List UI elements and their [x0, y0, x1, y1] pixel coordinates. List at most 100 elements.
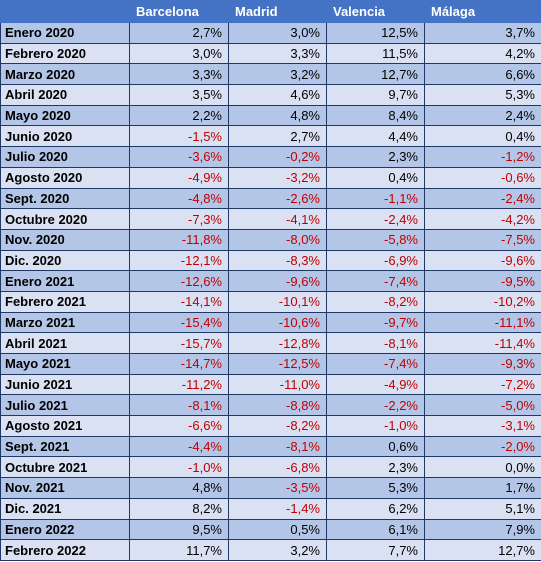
- cell-malaga: 0,0%: [424, 456, 541, 479]
- cell-valencia: -2,4%: [326, 208, 425, 230]
- cell-madrid: 3,2%: [228, 539, 327, 561]
- cell-barcelona: 3,5%: [129, 84, 229, 106]
- cell-valencia: -8,2%: [326, 290, 425, 313]
- cell-barcelona: -4,8%: [129, 187, 229, 210]
- cell-malaga: -7,5%: [424, 228, 541, 251]
- cell-madrid: -8,3%: [228, 249, 327, 272]
- cell-valencia: 2,3%: [326, 456, 425, 479]
- cell-malaga: 2,4%: [424, 104, 541, 127]
- cell-malaga: -11,4%: [424, 332, 541, 354]
- row-label: Nov. 2020: [0, 228, 130, 251]
- row-label: Nov. 2021: [0, 477, 130, 499]
- cell-madrid: -3,5%: [228, 477, 327, 499]
- row-label: Abril 2020: [0, 84, 130, 106]
- cell-malaga: -11,1%: [424, 311, 541, 334]
- cell-madrid: 2,7%: [228, 125, 327, 148]
- cell-barcelona: -4,4%: [129, 435, 229, 458]
- cell-madrid: -0,2%: [228, 146, 327, 168]
- cell-valencia: -2,2%: [326, 394, 425, 417]
- cell-malaga: -3,1%: [424, 415, 541, 437]
- cell-valencia: 6,2%: [326, 497, 425, 520]
- table-row: Marzo 2021 -15,4% -10,6% -9,7% -11,1%: [0, 311, 541, 334]
- row-label: Marzo 2020: [0, 63, 130, 86]
- cell-valencia: 12,7%: [326, 63, 425, 86]
- row-label: Febrero 2021: [0, 290, 130, 313]
- cell-barcelona: -11,2%: [129, 373, 229, 396]
- row-label: Agosto 2020: [0, 166, 130, 189]
- cell-malaga: -9,5%: [424, 270, 541, 292]
- row-label: Agosto 2021: [0, 415, 130, 437]
- cell-madrid: 3,0%: [228, 22, 327, 44]
- table-row: Febrero 2021 -14,1% -10,1% -8,2% -10,2%: [0, 290, 541, 313]
- table-row: Febrero 2020 3,0% 3,3% 11,5% 4,2%: [0, 42, 541, 65]
- cell-barcelona: -7,3%: [129, 208, 229, 230]
- row-label: Febrero 2022: [0, 539, 130, 561]
- cell-madrid: 3,2%: [228, 63, 327, 86]
- cell-barcelona: -6,6%: [129, 415, 229, 437]
- row-label: Enero 2020: [0, 22, 130, 44]
- cell-malaga: -2,0%: [424, 435, 541, 458]
- cell-malaga: 5,1%: [424, 497, 541, 520]
- cell-valencia: -4,9%: [326, 373, 425, 396]
- table-body: Enero 2020 2,7% 3,0% 12,5% 3,7% Febrero 2020 3…: [0, 22, 541, 561]
- table-row: Abril 2021 -15,7% -12,8% -8,1% -11,4%: [0, 332, 541, 354]
- cell-valencia: 9,7%: [326, 84, 425, 106]
- row-label: Mayo 2020: [0, 104, 130, 127]
- row-label: Abril 2021: [0, 332, 130, 354]
- cell-valencia: 0,6%: [326, 435, 425, 458]
- cell-barcelona: -14,7%: [129, 353, 229, 375]
- cell-madrid: 4,8%: [228, 104, 327, 127]
- cell-barcelona: -14,1%: [129, 290, 229, 313]
- row-label: Julio 2021: [0, 394, 130, 417]
- cell-malaga: 6,6%: [424, 63, 541, 86]
- header-row: Barcelona Madrid Valencia Málaga: [0, 0, 541, 23]
- cell-madrid: -10,6%: [228, 311, 327, 334]
- cell-madrid: -8,8%: [228, 394, 327, 417]
- table-row: Enero 2021 -12,6% -9,6% -7,4% -9,5%: [0, 270, 541, 292]
- table-row: Sept. 2021 -4,4% -8,1% 0,6% -2,0%: [0, 435, 541, 458]
- row-label: Febrero 2020: [0, 42, 130, 65]
- cell-madrid: 3,3%: [228, 42, 327, 65]
- column-header-valencia: Valencia: [326, 0, 425, 23]
- cell-barcelona: 11,7%: [129, 539, 229, 561]
- cell-madrid: -8,0%: [228, 228, 327, 251]
- table-row: Junio 2021 -11,2% -11,0% -4,9% -7,2%: [0, 373, 541, 396]
- cell-valencia: -6,9%: [326, 249, 425, 272]
- table-row: Julio 2021 -8,1% -8,8% -2,2% -5,0%: [0, 394, 541, 417]
- cell-malaga: 4,2%: [424, 42, 541, 65]
- cell-madrid: -11,0%: [228, 373, 327, 396]
- cell-malaga: -0,6%: [424, 166, 541, 189]
- table-row: Nov. 2021 4,8% -3,5% 5,3% 1,7%: [0, 477, 541, 499]
- cell-madrid: 0,5%: [228, 518, 327, 541]
- cell-valencia: 2,3%: [326, 146, 425, 168]
- cell-madrid: -10,1%: [228, 290, 327, 313]
- cell-barcelona: 2,2%: [129, 104, 229, 127]
- cell-malaga: 0,4%: [424, 125, 541, 148]
- table-row: Junio 2020 -1,5% 2,7% 4,4% 0,4%: [0, 125, 541, 148]
- table-row: Agosto 2020 -4,9% -3,2% 0,4% -0,6%: [0, 166, 541, 189]
- table-row: Agosto 2021 -6,6% -8,2% -1,0% -3,1%: [0, 415, 541, 437]
- cell-malaga: -10,2%: [424, 290, 541, 313]
- cell-malaga: 5,3%: [424, 84, 541, 106]
- table-row: Mayo 2020 2,2% 4,8% 8,4% 2,4%: [0, 104, 541, 127]
- table-row: Nov. 2020 -11,8% -8,0% -5,8% -7,5%: [0, 228, 541, 251]
- cell-barcelona: -8,1%: [129, 394, 229, 417]
- table-row: Dic. 2021 8,2% -1,4% 6,2% 5,1%: [0, 497, 541, 520]
- cell-valencia: -5,8%: [326, 228, 425, 251]
- table-row: Abril 2020 3,5% 4,6% 9,7% 5,3%: [0, 84, 541, 106]
- table-row: Sept. 2020 -4,8% -2,6% -1,1% -2,4%: [0, 187, 541, 210]
- cell-barcelona: -11,8%: [129, 228, 229, 251]
- cell-barcelona: 8,2%: [129, 497, 229, 520]
- table-row: Octubre 2021 -1,0% -6,8% 2,3% 0,0%: [0, 456, 541, 479]
- cell-valencia: 0,4%: [326, 166, 425, 189]
- cell-malaga: -2,4%: [424, 187, 541, 210]
- row-label: Junio 2021: [0, 373, 130, 396]
- row-label: Dic. 2020: [0, 249, 130, 272]
- cell-madrid: -8,2%: [228, 415, 327, 437]
- cell-malaga: 3,7%: [424, 22, 541, 44]
- cell-valencia: 5,3%: [326, 477, 425, 499]
- cell-barcelona: 9,5%: [129, 518, 229, 541]
- cell-barcelona: -15,4%: [129, 311, 229, 334]
- cell-valencia: 11,5%: [326, 42, 425, 65]
- header-corner: [0, 0, 130, 23]
